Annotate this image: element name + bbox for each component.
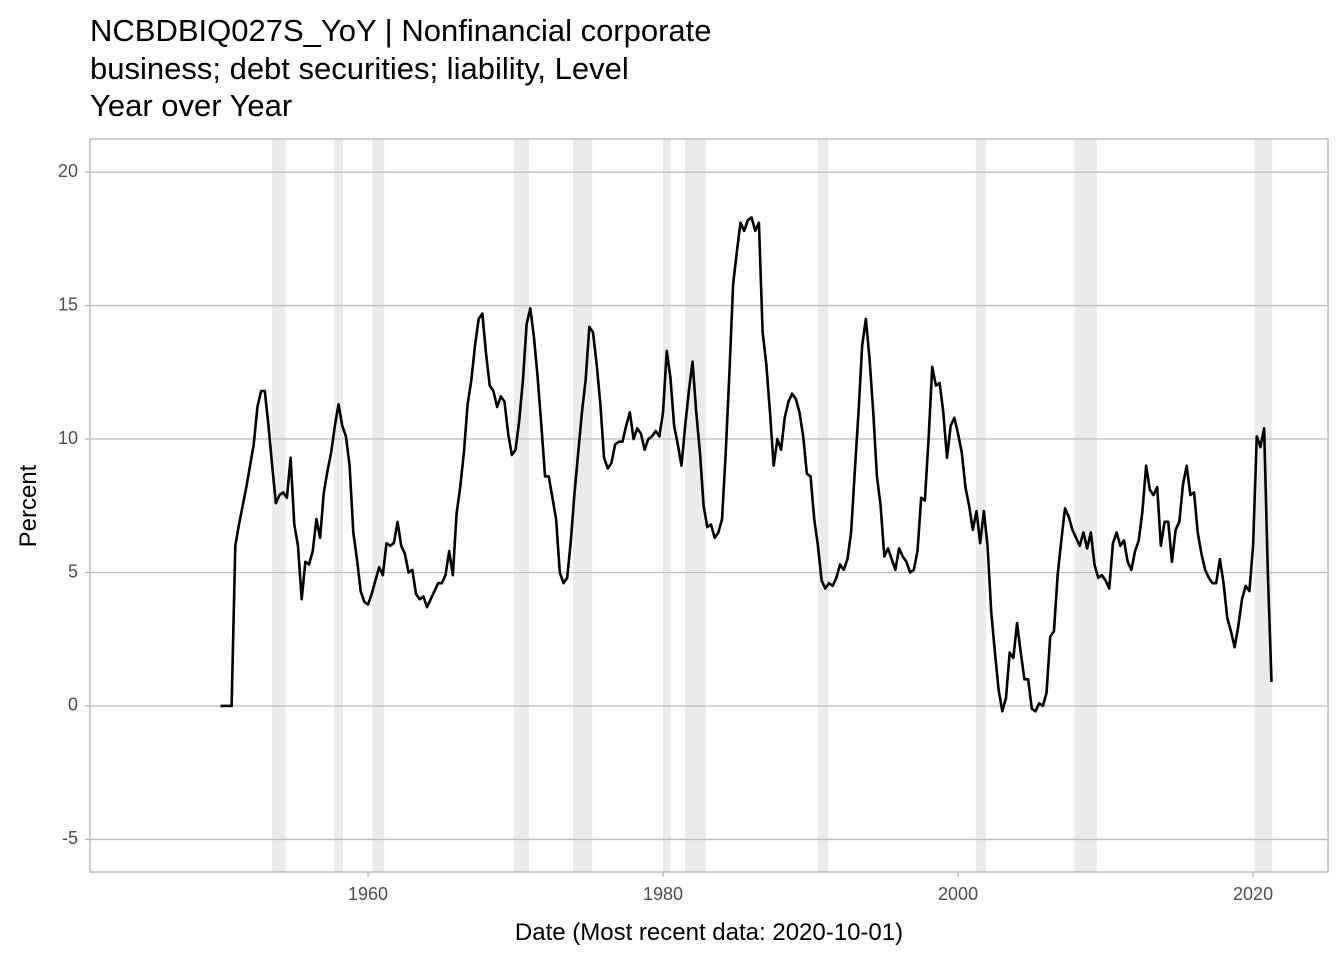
panel-border xyxy=(89,138,1329,873)
x-axis-title: Date (Most recent data: 2020-10-01) xyxy=(515,919,903,946)
recession-band xyxy=(272,139,286,872)
x-tick-label: 1960 xyxy=(348,884,388,904)
recession-band xyxy=(817,139,829,872)
x-tick-label: 2020 xyxy=(1233,884,1273,904)
y-tick-label: 5 xyxy=(68,561,78,581)
y-tick-label: -5 xyxy=(62,828,78,848)
chart-title: NCBDBIQ027S_YoY | Nonfinancial corporate xyxy=(90,13,712,48)
recession-band xyxy=(685,139,706,872)
y-tick-label: 10 xyxy=(58,428,78,448)
recession-band xyxy=(1254,139,1273,872)
y-tick-label: 15 xyxy=(58,294,78,314)
recession-band xyxy=(334,139,343,872)
recession-band xyxy=(975,139,987,872)
y-tick-label: 20 xyxy=(58,161,78,181)
chart-title: business; debt securities; liability, Le… xyxy=(90,51,629,86)
recession-band xyxy=(573,139,593,872)
chart-title: Year over Year xyxy=(90,88,292,123)
x-tick-label: 1980 xyxy=(643,884,683,904)
recession-band xyxy=(663,139,671,872)
y-axis-title: Percent xyxy=(15,464,42,547)
data-line xyxy=(220,216,1273,713)
recession-band xyxy=(1074,139,1097,872)
y-tick-label: 0 xyxy=(68,695,78,715)
recession-band xyxy=(372,139,385,872)
x-tick-label: 2000 xyxy=(938,884,978,904)
recession-band xyxy=(514,139,529,872)
